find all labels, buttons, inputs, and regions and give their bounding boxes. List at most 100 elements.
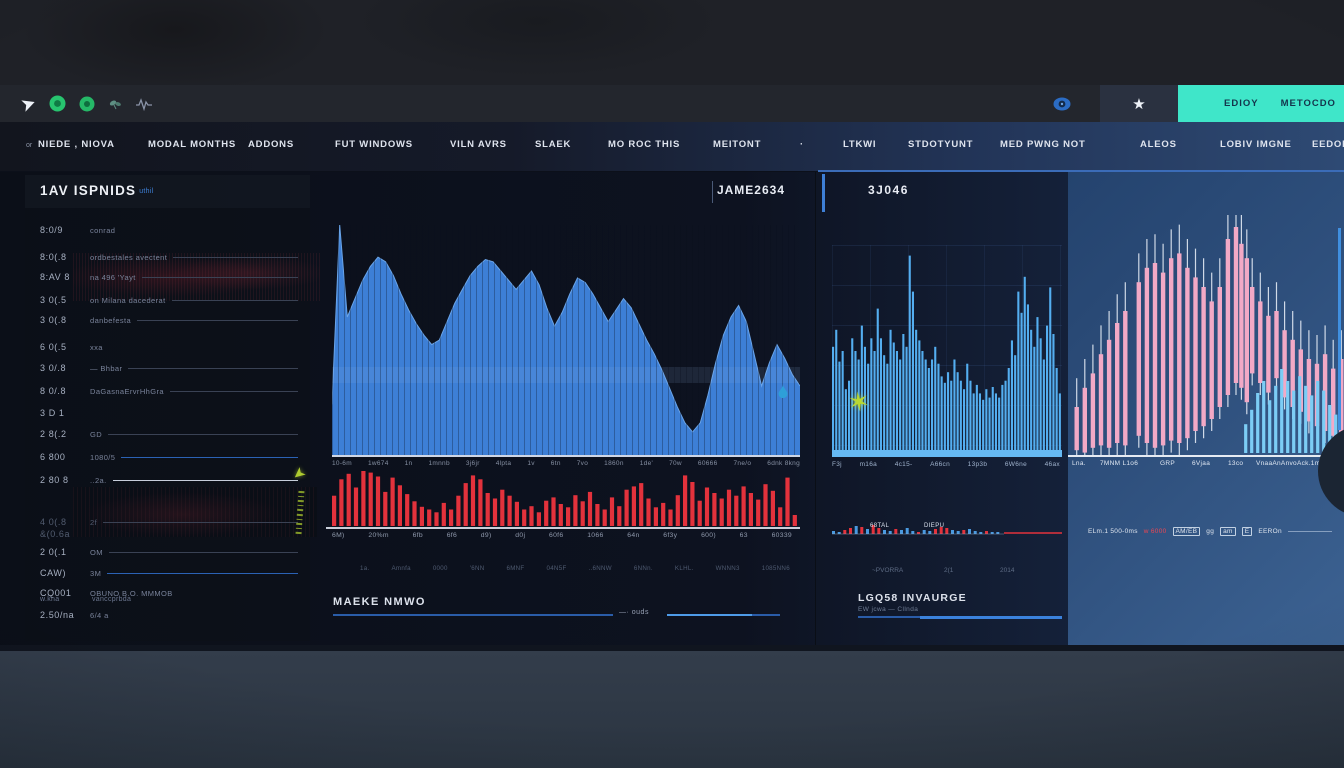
axis-tick: 63 <box>739 532 748 539</box>
nav-item-3[interactable]: FUT WINDOWS <box>335 139 413 150</box>
watchlist-row[interactable]: 6 800 1080/5 <box>40 450 298 464</box>
nav-item-0[interactable]: NIEDE , NIOVA <box>38 139 115 150</box>
row-sparkline <box>128 367 298 369</box>
main-chart-panel: JAME2634 10-6m 1w674 1n 1mnnb 3j6jr 4lpta 1v 6t… <box>320 172 812 645</box>
strip-sub-labels: ~PVORRA 2(1 2014 <box>832 567 1060 577</box>
small-label: 2(1 <box>944 567 954 574</box>
nav-item-6[interactable]: MO ROC THIS <box>608 139 681 150</box>
leaf-icon[interactable] <box>108 97 123 111</box>
axis-tick: 04N5F <box>546 565 567 572</box>
nav-item-5[interactable]: SLAEK <box>535 139 572 150</box>
watchlist-row[interactable]: 6 0(.5 xxa <box>40 340 298 354</box>
method-button[interactable]: METOCDO <box>1280 98 1336 109</box>
watchlist-row[interactable]: 8 0/.8 DaGasnaErvrHhGra <box>40 384 298 398</box>
middle-footer-label: LGQ58 INVAURGE <box>858 592 967 604</box>
watchlist-row[interactable]: 3 0(.5 on Milana dacederat <box>40 293 298 307</box>
status-circle-icon-1[interactable] <box>49 95 66 112</box>
nav-item-13[interactable]: LOBIV IMGNE <box>1220 139 1292 150</box>
star-marker-icon: ✶ <box>845 385 872 419</box>
row-sparkline <box>115 615 298 616</box>
nav-item-1[interactable]: MODAL MONTHS <box>148 139 237 150</box>
row-sparkline <box>169 390 298 392</box>
chart-texture <box>332 225 800 455</box>
row-sparkline <box>121 230 298 231</box>
nav-item-10[interactable]: STDOTYUNT <box>908 139 974 150</box>
teal-action-bar: EDIOY METOCDO <box>1178 85 1344 122</box>
axis-tick: 46ax <box>1044 461 1060 468</box>
watchlist-panel: 1AV ISPNIDS uthil 8:0/9 conrad 8:0(.8 ordbes… <box>25 175 320 641</box>
axis-tick: KLHL. <box>674 565 694 572</box>
progress-bright-segment <box>920 615 1062 619</box>
axis-tick: '6NN <box>469 565 485 572</box>
mini-strip-chart: 68TAL DIEPU <box>832 522 1062 536</box>
nav-item-2[interactable]: ADDONS <box>248 139 294 150</box>
row-sparkline <box>103 521 298 523</box>
cursor-arrow-icon[interactable] <box>20 95 38 113</box>
row-label: ordbestales avectent <box>90 252 168 262</box>
watchlist-row[interactable]: 2.50/na 6/4 a <box>40 608 298 622</box>
nav-item-9[interactable]: LTKWI <box>843 139 877 150</box>
watchlist-row[interactable]: CQ001 OBUNO B.O. MMMOB w.kna vanccprbda <box>40 586 298 603</box>
watchlist-title: 1AV ISPNIDS uthil <box>40 183 154 198</box>
axis-tick: 600) <box>701 532 716 539</box>
watchlist-row[interactable]: &(0.6a <box>40 527 298 541</box>
nav-item-12[interactable]: ALEOS <box>1140 139 1177 150</box>
volume-bar-chart[interactable] <box>332 471 800 526</box>
watchlist-row[interactable]: 2 8(.2 GD <box>40 427 298 441</box>
status-circle-icon-2[interactable] <box>79 96 95 112</box>
price-area-chart[interactable] <box>332 225 800 455</box>
slider-selected-range[interactable] <box>667 613 752 616</box>
row-code: 6 0(.5 <box>40 342 67 352</box>
nav-item-14[interactable]: EEDOM <box>1312 139 1344 150</box>
middle-footer-sub: EW jcwa — Cllnda <box>858 606 919 613</box>
row-label: — Bhbar <box>90 363 123 373</box>
range-slider[interactable]: —· ouds <box>333 609 780 618</box>
watchlist-row[interactable]: CAW) 3M <box>40 566 298 580</box>
watchlist-row[interactable]: 2 0(.1 OM <box>40 545 298 559</box>
watchlist-header-band <box>25 175 310 208</box>
axis-tick: 1066 <box>587 532 604 539</box>
status-segment: gg <box>1206 528 1215 535</box>
watchlist-row[interactable]: 3 0/.8 — Bhbar <box>40 361 298 375</box>
watchlist-row[interactable]: 8:AV 8 na 496 'Yayt <box>40 270 298 284</box>
eye-button[interactable] <box>1052 85 1072 122</box>
slider-caption: —· ouds <box>619 609 649 616</box>
middle-progress-line <box>858 615 1062 619</box>
volume-baseline <box>326 527 800 529</box>
star-button[interactable]: ★ <box>1100 85 1178 122</box>
top-charcoal-strip <box>0 0 1344 85</box>
row-label: ..2a. <box>90 475 107 485</box>
small-label: ~PVORRA <box>872 567 904 574</box>
watchlist-row[interactable]: 8:0(.8 ordbestales avectent <box>40 250 298 264</box>
watchlist-row[interactable]: 8:0/9 conrad <box>40 223 298 237</box>
row-sparkline <box>141 276 298 278</box>
nav-item-11[interactable]: MED PWNG NOT <box>1000 139 1086 150</box>
histogram-header-value: 3J046 <box>868 183 909 197</box>
axis-tick: 6f3y <box>663 532 678 539</box>
status-segment: AM/EB <box>1172 527 1201 536</box>
watchlist-row[interactable]: 2 80 8 ..2a. <box>40 473 298 487</box>
axis-tick: GRP <box>1160 460 1175 467</box>
histogram-x-axis: F3j m16a 4c15- A66cn 13p3b 6W6ne 46ax <box>832 461 1060 468</box>
histogram-chart[interactable] <box>832 245 1062 457</box>
watchlist-row[interactable]: 4 0(.8 2f <box>40 515 298 529</box>
axis-tick: Lna. <box>1072 460 1086 467</box>
watchlist-row[interactable]: 3 0(.8 danbefesta <box>40 313 298 327</box>
nav-item-4[interactable]: VILN AVRS <box>450 139 507 150</box>
watchlist-row[interactable]: 3 D 1 <box>40 406 298 420</box>
candlestick-chart[interactable] <box>1074 215 1344 455</box>
axis-tick: 70w <box>669 460 682 467</box>
nav-item-7[interactable]: MEITONT <box>713 139 762 150</box>
row-code: CQ001 <box>40 588 72 598</box>
edit-button[interactable]: EDIOY <box>1224 98 1259 109</box>
row-label: GD <box>90 429 103 439</box>
mini-chart-red-2 <box>73 487 317 537</box>
row-code: 8:0(.8 <box>40 252 67 262</box>
axis-tick: 13co <box>1228 460 1244 467</box>
status-segment: ELm.1 500-0ms <box>1088 528 1138 535</box>
row-label: na 496 'Yayt <box>90 272 136 282</box>
axis-tick: 6NNn. <box>633 565 653 572</box>
pulse-icon[interactable] <box>136 97 153 111</box>
axis-tick: 60f6 <box>549 532 564 539</box>
axis-tick: 4lpta <box>495 460 512 467</box>
